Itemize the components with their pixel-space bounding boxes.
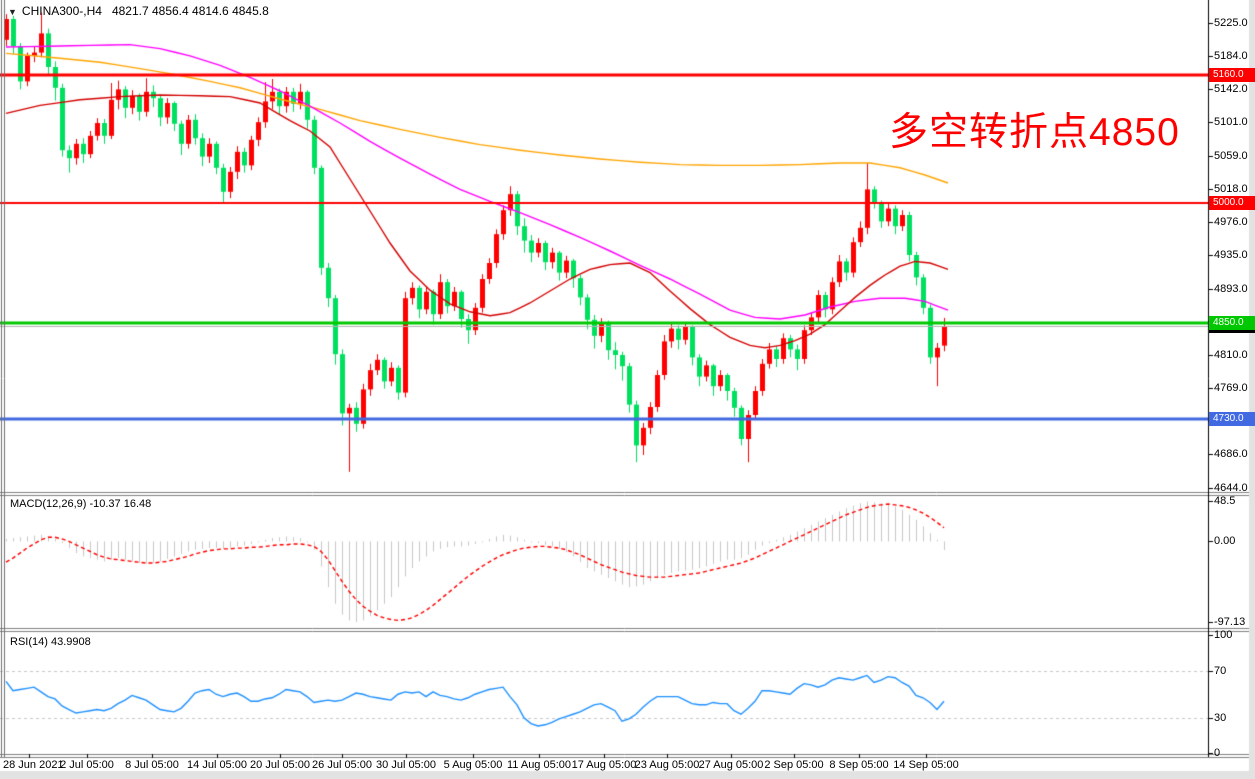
hline-badge-4730: 4730.0 bbox=[1209, 412, 1255, 426]
rsi-tick-label: 70 bbox=[1214, 664, 1227, 677]
time-label: 26 Jul 05:00 bbox=[312, 759, 372, 771]
time-label: 14 Sep 05:00 bbox=[893, 759, 959, 771]
macd-label: MACD(12,26,9) -10.37 16.48 bbox=[10, 498, 152, 510]
macd-tick-label: -97.13 bbox=[1214, 616, 1246, 629]
price-tick-label: 4893.0 bbox=[1214, 282, 1248, 295]
time-label: 2 Jul 05:00 bbox=[60, 759, 114, 771]
time-label: 20 Jul 05:00 bbox=[250, 759, 310, 771]
price-tick-label: 5142.0 bbox=[1214, 83, 1248, 96]
rsi-tick-label: 30 bbox=[1214, 711, 1227, 724]
annotation-text[interactable]: 多空转折点4850 bbox=[889, 111, 1180, 154]
hline-badge-4850: 4850.0 bbox=[1209, 316, 1255, 330]
price-tick-label: 4769.0 bbox=[1214, 381, 1248, 394]
time-label: 5 Aug 05:00 bbox=[443, 759, 503, 771]
price-tick-label: 5184.0 bbox=[1214, 49, 1248, 62]
hline-badge-5000: 5000.0 bbox=[1209, 196, 1255, 210]
rsi-tick-label: 0 bbox=[1214, 747, 1221, 759]
price-tick-label: 5018.0 bbox=[1214, 182, 1248, 195]
time-label: 28 Jun 2021 bbox=[3, 759, 64, 771]
time-label: 2 Sep 05:00 bbox=[764, 759, 824, 771]
price-tick-label: 5101.0 bbox=[1214, 116, 1248, 129]
price-tick-label: 4935.0 bbox=[1214, 249, 1248, 261]
symbol-dropdown-icon[interactable]: ▼ bbox=[8, 7, 17, 17]
time-label: 14 Jul 05:00 bbox=[187, 759, 247, 771]
time-label: 8 Sep 05:00 bbox=[829, 759, 889, 771]
macd-tick-label: 48.5 bbox=[1214, 495, 1236, 508]
time-label: 17 Aug 05:00 bbox=[571, 759, 637, 771]
price-tick-label: 5059.0 bbox=[1214, 149, 1248, 162]
time-label: 11 Aug 05:00 bbox=[506, 759, 572, 771]
rsi-label: RSI(14) 43.9908 bbox=[10, 636, 91, 648]
ohlc-values: 4821.7 4856.4 4814.6 4845.8 bbox=[111, 4, 269, 18]
symbol-period-label: CHINA300-,H4 bbox=[21, 4, 102, 18]
hline-badge-5160: 5160.0 bbox=[1209, 68, 1255, 82]
price-tick-label: 4810.0 bbox=[1214, 349, 1248, 361]
price-tick-label: 4644.0 bbox=[1214, 481, 1248, 494]
price-tick-label: 5225.0 bbox=[1214, 17, 1248, 29]
price-tick-label: 4976.0 bbox=[1214, 216, 1248, 229]
macd-tick-label: 0.00 bbox=[1214, 535, 1236, 548]
time-label: 8 Jul 05:00 bbox=[125, 759, 179, 771]
price-tick-label: 4686.0 bbox=[1214, 448, 1248, 461]
time-label: 23 Aug 05:00 bbox=[634, 759, 700, 771]
chart-title: ▼ CHINA300-,H4 4821.7 4856.4 4814.6 4845.8 bbox=[8, 4, 269, 18]
time-label: 27 Aug 05:00 bbox=[698, 759, 764, 771]
rsi-tick-label: 100 bbox=[1214, 629, 1233, 642]
time-label: 30 Jul 05:00 bbox=[376, 759, 436, 771]
